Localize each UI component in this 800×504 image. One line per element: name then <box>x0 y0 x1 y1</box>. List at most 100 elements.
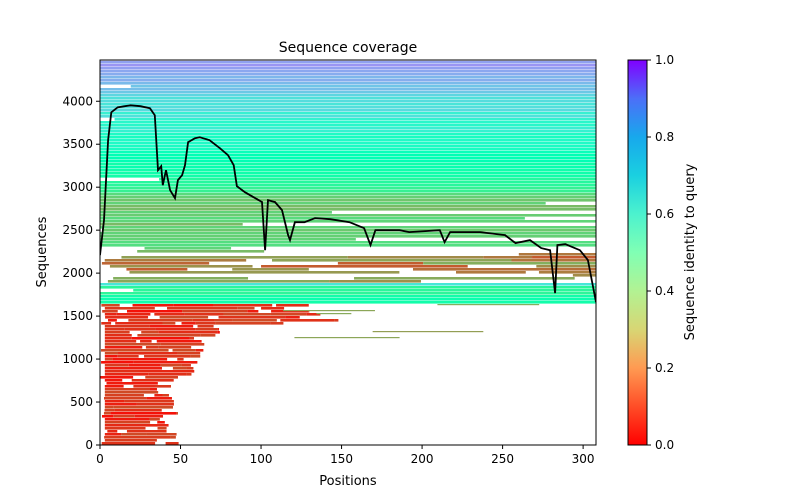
coverage-segment <box>197 325 214 328</box>
coverage-segment <box>536 265 596 268</box>
coverage-segment <box>104 367 162 370</box>
coverage-segment <box>121 256 348 259</box>
coverage-segment <box>137 334 201 337</box>
coverage-segment <box>232 319 277 322</box>
coverage-segment <box>217 331 220 334</box>
coverage-row <box>100 142 596 145</box>
coverage-segment <box>532 256 596 259</box>
coverage-segment <box>104 331 130 334</box>
coverage-segment <box>116 313 151 316</box>
coverage-segment <box>104 337 132 340</box>
coverage-segment <box>172 349 196 352</box>
coverage-row <box>100 163 596 166</box>
coverage-segment <box>113 406 173 409</box>
coverage-segment <box>177 358 184 361</box>
coverage-segment <box>104 424 169 427</box>
coverage-segment <box>104 346 143 349</box>
coverage-segment <box>136 403 174 406</box>
coverage-segment <box>192 319 215 322</box>
coverage-row <box>100 190 596 193</box>
coverage-segment <box>113 277 249 280</box>
coverage-segment <box>283 310 375 312</box>
coverage-segment <box>104 334 132 337</box>
coverage-segment <box>104 343 161 346</box>
coverage-row <box>100 64 596 67</box>
coverage-segment <box>159 316 209 319</box>
coverage-row <box>100 232 596 235</box>
y-tick-label: 3500 <box>62 137 93 151</box>
coverage-segment <box>104 406 114 409</box>
coverage-row <box>100 121 596 124</box>
coverage-segment <box>121 433 147 436</box>
coverage-segment <box>280 319 335 322</box>
coverage-segment <box>145 346 159 349</box>
coverage-segment <box>132 304 174 307</box>
coverage-segment <box>372 331 484 333</box>
coverage-segment <box>131 379 174 382</box>
coverage-segment <box>182 310 248 313</box>
coverage-segment <box>334 319 339 322</box>
coverage-segment <box>511 259 596 262</box>
coverage-row <box>100 82 596 85</box>
coverage-segment <box>107 430 118 433</box>
coverage-segment <box>285 316 300 319</box>
coverage-segment <box>232 268 309 271</box>
x-tick-label: 150 <box>330 452 353 466</box>
coverage-segment <box>131 337 190 340</box>
coverage-row <box>100 112 596 115</box>
coverage-row <box>100 181 596 184</box>
coverage-segment <box>306 313 321 316</box>
coverage-segment <box>329 280 422 283</box>
coverage-segment <box>104 427 146 430</box>
coverage-row <box>100 241 596 244</box>
coverage-segment <box>308 310 310 313</box>
coverage-row <box>100 148 596 151</box>
coverage-segment <box>104 328 125 331</box>
x-tick-label: 100 <box>250 452 273 466</box>
coverage-segment <box>124 328 156 331</box>
x-tick-label: 250 <box>491 452 514 466</box>
coverage-segment <box>115 322 163 325</box>
coverage-segment <box>104 364 129 367</box>
coverage-row <box>100 106 596 109</box>
coverage-segment <box>149 325 194 328</box>
coverage-segment <box>200 334 216 337</box>
x-tick-label: 200 <box>411 452 434 466</box>
coverage-row <box>100 199 596 202</box>
y-axis: 0 500 1000 1500 2000 2500 3000 3500 4000 <box>62 94 100 452</box>
coverage-segment <box>104 421 137 424</box>
coverage-segment <box>102 310 118 313</box>
coverage-row <box>100 127 596 130</box>
coverage-row <box>100 115 596 118</box>
plot-frame <box>99 59 597 446</box>
coverage-segment <box>124 400 174 403</box>
coverage-row <box>100 124 596 127</box>
colorbar-tick-label: 0.4 <box>655 284 674 298</box>
coverage-segment <box>157 427 167 430</box>
y-tick-label: 0 <box>85 438 93 452</box>
coverage-segment <box>101 442 156 445</box>
x-tick-label: 0 <box>96 452 104 466</box>
coverage-row <box>130 85 596 88</box>
coverage-segment <box>104 418 150 421</box>
coverage-row <box>137 250 265 253</box>
coverage-row <box>100 208 596 211</box>
coverage-segment <box>483 256 533 259</box>
coverage-segment <box>195 349 204 352</box>
coverage-segment <box>167 307 238 310</box>
coverage-row <box>100 175 596 178</box>
coverage-row <box>133 289 596 292</box>
colorbar-tick-label: 0.2 <box>655 361 674 375</box>
coverage-segment <box>100 376 134 379</box>
x-tick-label: 300 <box>572 452 595 466</box>
coverage-segment <box>104 373 149 376</box>
coverage-segment <box>170 436 176 439</box>
coverage-segment <box>347 256 484 259</box>
coverage-row <box>100 238 356 241</box>
coverage-segment <box>572 274 596 277</box>
coverage-segment <box>129 271 400 274</box>
coverage-segment <box>247 310 259 313</box>
coverage-segment <box>144 355 191 358</box>
coverage-row <box>102 229 596 232</box>
coverage-segment <box>101 415 114 418</box>
